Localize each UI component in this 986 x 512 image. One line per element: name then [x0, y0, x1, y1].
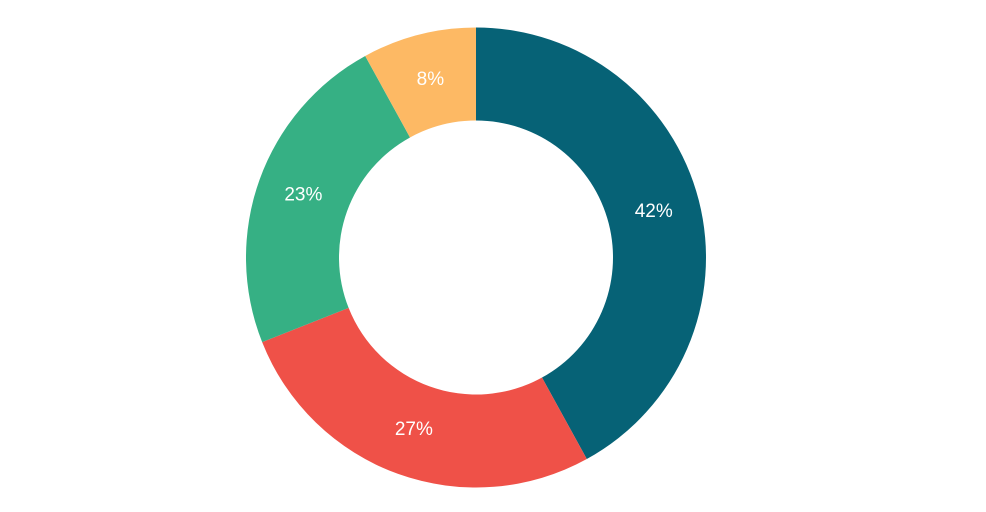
slice-label: 42% [635, 201, 673, 222]
slice [245, 55, 410, 343]
slice-label: 8% [417, 69, 445, 90]
slice [365, 27, 476, 138]
slice-label: 23% [284, 184, 322, 205]
slice-label: 27% [395, 419, 433, 440]
slice [476, 27, 706, 460]
slice [262, 307, 587, 488]
